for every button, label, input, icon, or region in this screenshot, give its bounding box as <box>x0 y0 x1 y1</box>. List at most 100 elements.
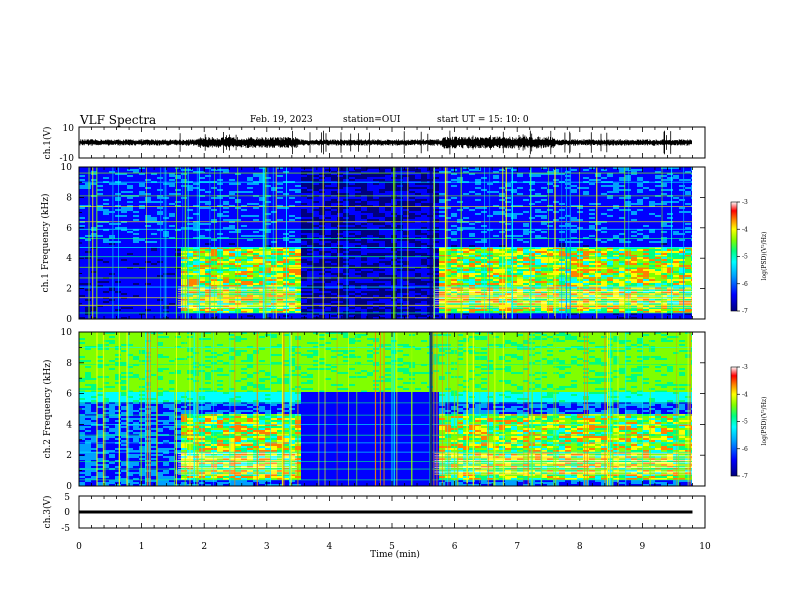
spectrogram-cell <box>313 211 319 213</box>
spectrogram-cell <box>589 183 595 185</box>
spectrogram-cell <box>175 235 181 237</box>
spectrogram-cell <box>415 237 421 239</box>
spectrogram-cell <box>685 235 691 237</box>
spectrogram-cell <box>169 203 175 205</box>
spectrogram-cell <box>109 237 115 239</box>
spectrogram-cell <box>637 219 643 221</box>
spectrogram-cell <box>103 253 109 255</box>
spectrogram-cell <box>451 175 457 177</box>
spectrogram-cell <box>325 213 331 215</box>
spectrogram-cell <box>379 173 385 175</box>
spectrogram-cell <box>529 243 535 245</box>
spectrogram-cell <box>97 169 103 171</box>
spectrogram-cell <box>631 209 637 211</box>
spectrogram-cell <box>589 219 595 221</box>
spectrogram-cell <box>601 219 607 221</box>
spectrogram-cell <box>385 213 391 215</box>
spectrogram-cell <box>109 247 115 249</box>
spectrogram-cell <box>343 175 349 177</box>
spectrogram-cell <box>595 177 601 179</box>
spectrogram-cell <box>349 199 355 201</box>
spectrogram-cell <box>685 243 691 245</box>
spectrogram-cell <box>685 177 691 179</box>
spectrogram-cell <box>499 205 505 207</box>
spectrogram-cell <box>277 207 283 209</box>
spectrogram-cell <box>325 167 331 169</box>
spectrogram-cell <box>145 231 151 233</box>
spectrogram-cell <box>133 223 139 225</box>
spectrogram-cell <box>685 171 691 173</box>
spectrogram-cell <box>187 219 193 221</box>
spectrogram-cell <box>241 227 247 229</box>
spectrogram-cell <box>547 215 553 217</box>
spectrogram-cell <box>631 243 637 245</box>
spectrogram-cell <box>523 237 529 239</box>
spectrogram-cell <box>223 205 229 207</box>
spectrogram-cell <box>175 183 181 185</box>
spectrogram-cell <box>301 187 307 189</box>
spectrogram-cell <box>367 179 373 181</box>
spectrogram-cell <box>523 241 529 243</box>
spectrogram-cell <box>397 217 403 219</box>
spectrogram-cell <box>433 227 439 229</box>
spectrogram-cell <box>475 245 481 247</box>
spectrogram-cell <box>655 229 661 231</box>
spectrogram-cell <box>121 177 127 179</box>
spectrogram-cell <box>457 177 463 179</box>
spectrogram-cell <box>205 179 211 181</box>
spectrogram-cell <box>199 245 205 247</box>
spectrogram-cell <box>121 173 127 175</box>
spectrogram-cell <box>655 239 661 241</box>
spectrogram-cell <box>151 201 157 203</box>
spectrogram-cell <box>457 251 463 253</box>
spectrogram-cell <box>583 235 589 237</box>
spectrogram-cell <box>679 207 685 209</box>
spectrogram-cell <box>619 209 625 211</box>
spectrogram-cell <box>481 253 487 255</box>
spectrogram-cell <box>145 241 151 243</box>
spectrogram-cell <box>289 239 295 241</box>
spectrogram-cell <box>679 189 685 191</box>
spectrogram-cell <box>127 183 133 185</box>
spectrogram-cell <box>367 241 373 243</box>
spectrogram-cell <box>613 215 619 217</box>
spectrogram-cell <box>145 203 151 205</box>
spectrogram-cell <box>271 179 277 181</box>
spectrogram-cell <box>325 241 331 243</box>
spectrogram-cell <box>79 175 85 177</box>
spectrogram-cell <box>187 209 193 211</box>
spectrogram-cell <box>247 171 253 173</box>
spectrogram-cell <box>451 233 457 235</box>
spectrogram-cell <box>169 215 175 217</box>
spectrogram-cell <box>349 231 355 233</box>
spectrogram-cell <box>451 237 457 239</box>
spectrogram-cell <box>535 227 541 229</box>
spectrogram-cell <box>295 239 301 241</box>
spectrogram-cell <box>481 223 487 225</box>
spectrogram-cell <box>607 247 613 249</box>
spectrogram-cell <box>133 233 139 235</box>
spectrogram-cell <box>115 177 121 179</box>
spectrogram-cell <box>433 183 439 185</box>
spectrogram-cell <box>451 173 457 175</box>
spectrogram-cell <box>667 245 673 247</box>
spectrogram-cell <box>631 227 637 229</box>
spectrogram-cell <box>307 175 313 177</box>
spectrogram-cell <box>595 225 601 227</box>
spectrogram-cell <box>529 211 535 213</box>
spectrogram-cell <box>97 261 103 263</box>
spectrogram-cell <box>595 215 601 217</box>
spectrogram-cell <box>505 243 511 245</box>
spectrogram-cell <box>607 211 613 213</box>
spectrogram-cell <box>85 225 91 227</box>
spectrogram-cell <box>373 249 379 251</box>
spectrogram-cell <box>553 211 559 213</box>
spectrogram-cell <box>289 217 295 219</box>
spectrogram-cell <box>583 225 589 227</box>
spectrogram-cell <box>97 211 103 213</box>
spectrogram-cell <box>343 237 349 239</box>
spectrogram-cell <box>205 189 211 191</box>
spectrogram-cell <box>601 257 607 259</box>
spectrogram-cell <box>691 189 692 191</box>
spectrogram-cell <box>433 179 439 181</box>
